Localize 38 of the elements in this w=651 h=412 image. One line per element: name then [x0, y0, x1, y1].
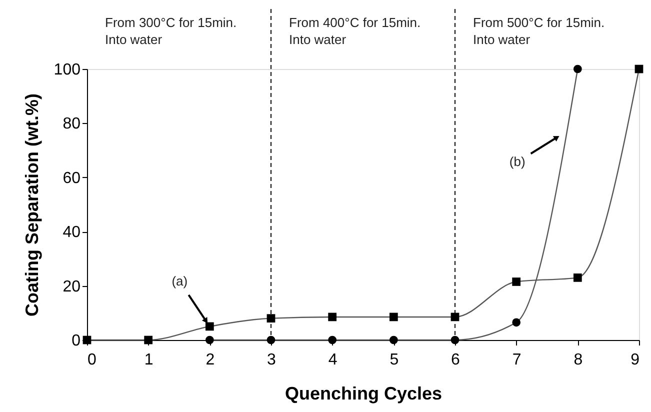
point: [573, 273, 582, 282]
point: [389, 312, 398, 322]
y-tick-label: 60: [62, 170, 81, 187]
x-tick-label: 0: [88, 352, 96, 368]
x-tick-label: 7: [512, 352, 522, 368]
y-tick-label: 80: [62, 116, 81, 133]
y-tick-label: 100: [54, 62, 81, 78]
point: [205, 322, 214, 331]
annotation: (a): [172, 273, 188, 288]
x-tick-label: 1: [144, 352, 154, 368]
x-tick-label: 9: [630, 352, 640, 368]
point: [573, 64, 582, 74]
x-tick-label: 3: [267, 352, 276, 368]
point: [205, 336, 214, 344]
x-tick-label: 4: [328, 352, 338, 368]
x-tick-label: 6: [451, 352, 460, 368]
text: From 500°C for 15min. Into water: [473, 15, 605, 47]
point: [512, 318, 521, 327]
point: [389, 336, 398, 344]
x-tick-label: 2: [206, 352, 215, 368]
point: [634, 64, 644, 74]
y-axis-title: Coating Separation (wt.%): [22, 93, 42, 317]
point: [144, 336, 153, 344]
point: [512, 278, 521, 286]
point: [266, 314, 276, 323]
point: [328, 336, 337, 344]
x-tick-label: 5: [390, 352, 399, 368]
text: From 400°C for 15min. Into water: [289, 15, 421, 47]
y-tick-label: 0: [72, 332, 81, 350]
y-tick-label: 40: [62, 224, 81, 242]
point: [328, 312, 337, 322]
x-axis-title: Quenching Cycles: [284, 384, 442, 404]
y-tick-label: 20: [62, 278, 81, 296]
x-tick-label: 8: [574, 352, 583, 368]
annotation: (b): [509, 154, 526, 170]
point: [450, 336, 460, 344]
text: From 300°C for 15min. Into water: [105, 15, 237, 47]
point: [266, 336, 276, 344]
